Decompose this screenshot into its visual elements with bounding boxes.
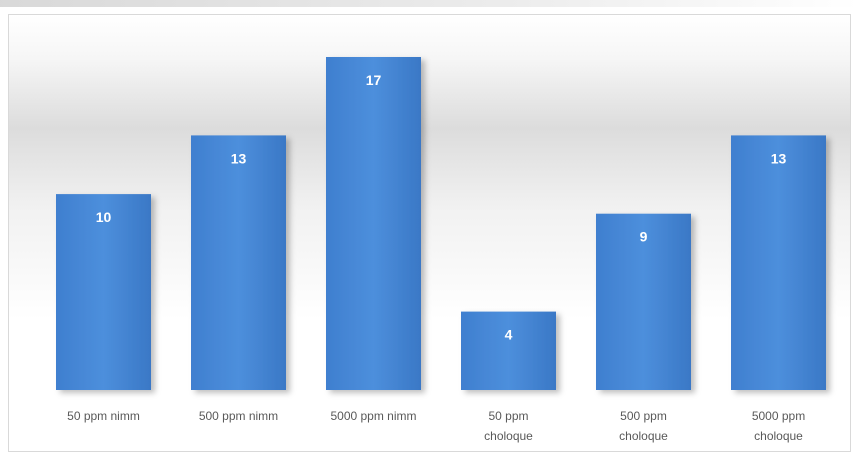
tick-labels-group: 50 ppm nimm 500 ppm nimm 5000 ppm nimm 50 p… (67, 409, 805, 443)
value-labels-group: 10 13 17 4 9 13 (96, 72, 787, 343)
x-tick-label-5: 5000 ppm choloque (752, 409, 805, 443)
bar-2 (326, 57, 421, 390)
x-tick-label-line: 5000 ppm nimm (330, 409, 416, 423)
x-tick-label-line: choloque (484, 429, 533, 443)
x-tick-label-line: 500 ppm nimm (199, 409, 278, 423)
bar-5 (731, 135, 826, 390)
x-tick-label-4: 500 ppm choloque (619, 409, 668, 443)
bar-value-label-3: 4 (505, 327, 513, 343)
bar-value-label-5: 13 (771, 150, 787, 166)
bar-4 (596, 213, 691, 390)
x-tick-label-line: 5000 ppm (752, 409, 805, 423)
x-tick-label-line: choloque (754, 429, 803, 443)
x-tick-label-line: 50 ppm nimm (67, 409, 140, 423)
x-tick-label-1: 500 ppm nimm (199, 409, 278, 423)
bar-value-label-1: 13 (231, 150, 247, 166)
x-tick-label-2: 5000 ppm nimm (330, 409, 416, 423)
bar-1 (191, 135, 286, 390)
x-tick-label-line: 500 ppm (620, 409, 667, 423)
bar-value-label-0: 10 (96, 209, 112, 225)
x-tick-label-3: 50 ppm choloque (484, 409, 533, 443)
bar-value-label-4: 9 (640, 229, 648, 245)
bars-group (56, 57, 826, 390)
bar-3 (461, 311, 556, 390)
x-tick-label-line: choloque (619, 429, 668, 443)
bar-0 (56, 194, 151, 390)
bar-value-label-2: 17 (366, 72, 382, 88)
x-tick-label-line: 50 ppm (488, 409, 528, 423)
x-tick-label-0: 50 ppm nimm (67, 409, 140, 423)
chart-header-strip (0, 0, 859, 7)
